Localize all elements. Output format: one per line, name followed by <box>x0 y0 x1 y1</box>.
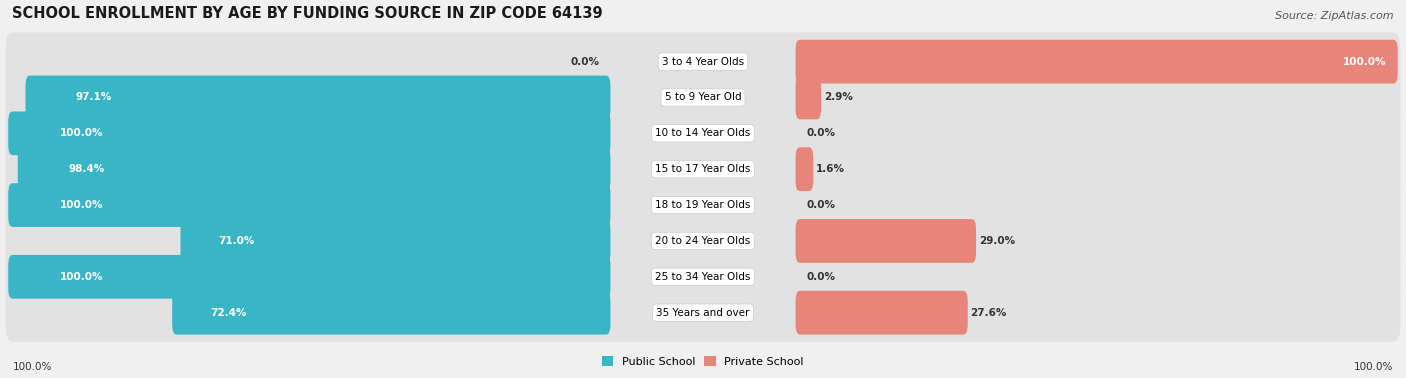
FancyBboxPatch shape <box>6 248 1400 306</box>
Text: 3 to 4 Year Olds: 3 to 4 Year Olds <box>662 57 744 67</box>
Text: 15 to 17 Year Olds: 15 to 17 Year Olds <box>655 164 751 174</box>
Text: 100.0%: 100.0% <box>1354 362 1393 372</box>
Text: 10 to 14 Year Olds: 10 to 14 Year Olds <box>655 129 751 138</box>
FancyBboxPatch shape <box>6 33 1400 91</box>
Text: 97.1%: 97.1% <box>76 93 112 102</box>
FancyBboxPatch shape <box>6 68 1400 127</box>
Legend: Public School, Private School: Public School, Private School <box>598 352 808 371</box>
FancyBboxPatch shape <box>796 291 967 335</box>
Text: 35 Years and over: 35 Years and over <box>657 308 749 318</box>
FancyBboxPatch shape <box>18 147 610 191</box>
FancyBboxPatch shape <box>6 284 1400 342</box>
Text: 5 to 9 Year Old: 5 to 9 Year Old <box>665 93 741 102</box>
Text: 72.4%: 72.4% <box>211 308 247 318</box>
Text: 27.6%: 27.6% <box>970 308 1007 318</box>
Text: 0.0%: 0.0% <box>571 57 599 67</box>
Text: 2.9%: 2.9% <box>824 93 852 102</box>
Text: 100.0%: 100.0% <box>60 272 104 282</box>
Text: 0.0%: 0.0% <box>807 200 835 210</box>
FancyBboxPatch shape <box>796 40 1398 84</box>
Text: 25 to 34 Year Olds: 25 to 34 Year Olds <box>655 272 751 282</box>
FancyBboxPatch shape <box>8 183 610 227</box>
Text: SCHOOL ENROLLMENT BY AGE BY FUNDING SOURCE IN ZIP CODE 64139: SCHOOL ENROLLMENT BY AGE BY FUNDING SOUR… <box>13 6 603 22</box>
Text: 100.0%: 100.0% <box>13 362 52 372</box>
Text: Source: ZipAtlas.com: Source: ZipAtlas.com <box>1275 11 1393 22</box>
FancyBboxPatch shape <box>796 147 813 191</box>
Text: 20 to 24 Year Olds: 20 to 24 Year Olds <box>655 236 751 246</box>
FancyBboxPatch shape <box>25 76 610 119</box>
Text: 71.0%: 71.0% <box>218 236 254 246</box>
Text: 100.0%: 100.0% <box>60 200 104 210</box>
FancyBboxPatch shape <box>6 140 1400 198</box>
Text: 0.0%: 0.0% <box>807 272 835 282</box>
FancyBboxPatch shape <box>6 212 1400 270</box>
FancyBboxPatch shape <box>8 112 610 155</box>
FancyBboxPatch shape <box>180 219 610 263</box>
Text: 29.0%: 29.0% <box>979 236 1015 246</box>
Text: 100.0%: 100.0% <box>1343 57 1386 67</box>
FancyBboxPatch shape <box>6 176 1400 234</box>
Text: 18 to 19 Year Olds: 18 to 19 Year Olds <box>655 200 751 210</box>
Text: 1.6%: 1.6% <box>815 164 845 174</box>
FancyBboxPatch shape <box>6 104 1400 163</box>
Text: 98.4%: 98.4% <box>69 164 105 174</box>
Text: 0.0%: 0.0% <box>807 129 835 138</box>
Text: 100.0%: 100.0% <box>60 129 104 138</box>
FancyBboxPatch shape <box>796 76 821 119</box>
FancyBboxPatch shape <box>796 219 976 263</box>
FancyBboxPatch shape <box>8 255 610 299</box>
FancyBboxPatch shape <box>172 291 610 335</box>
